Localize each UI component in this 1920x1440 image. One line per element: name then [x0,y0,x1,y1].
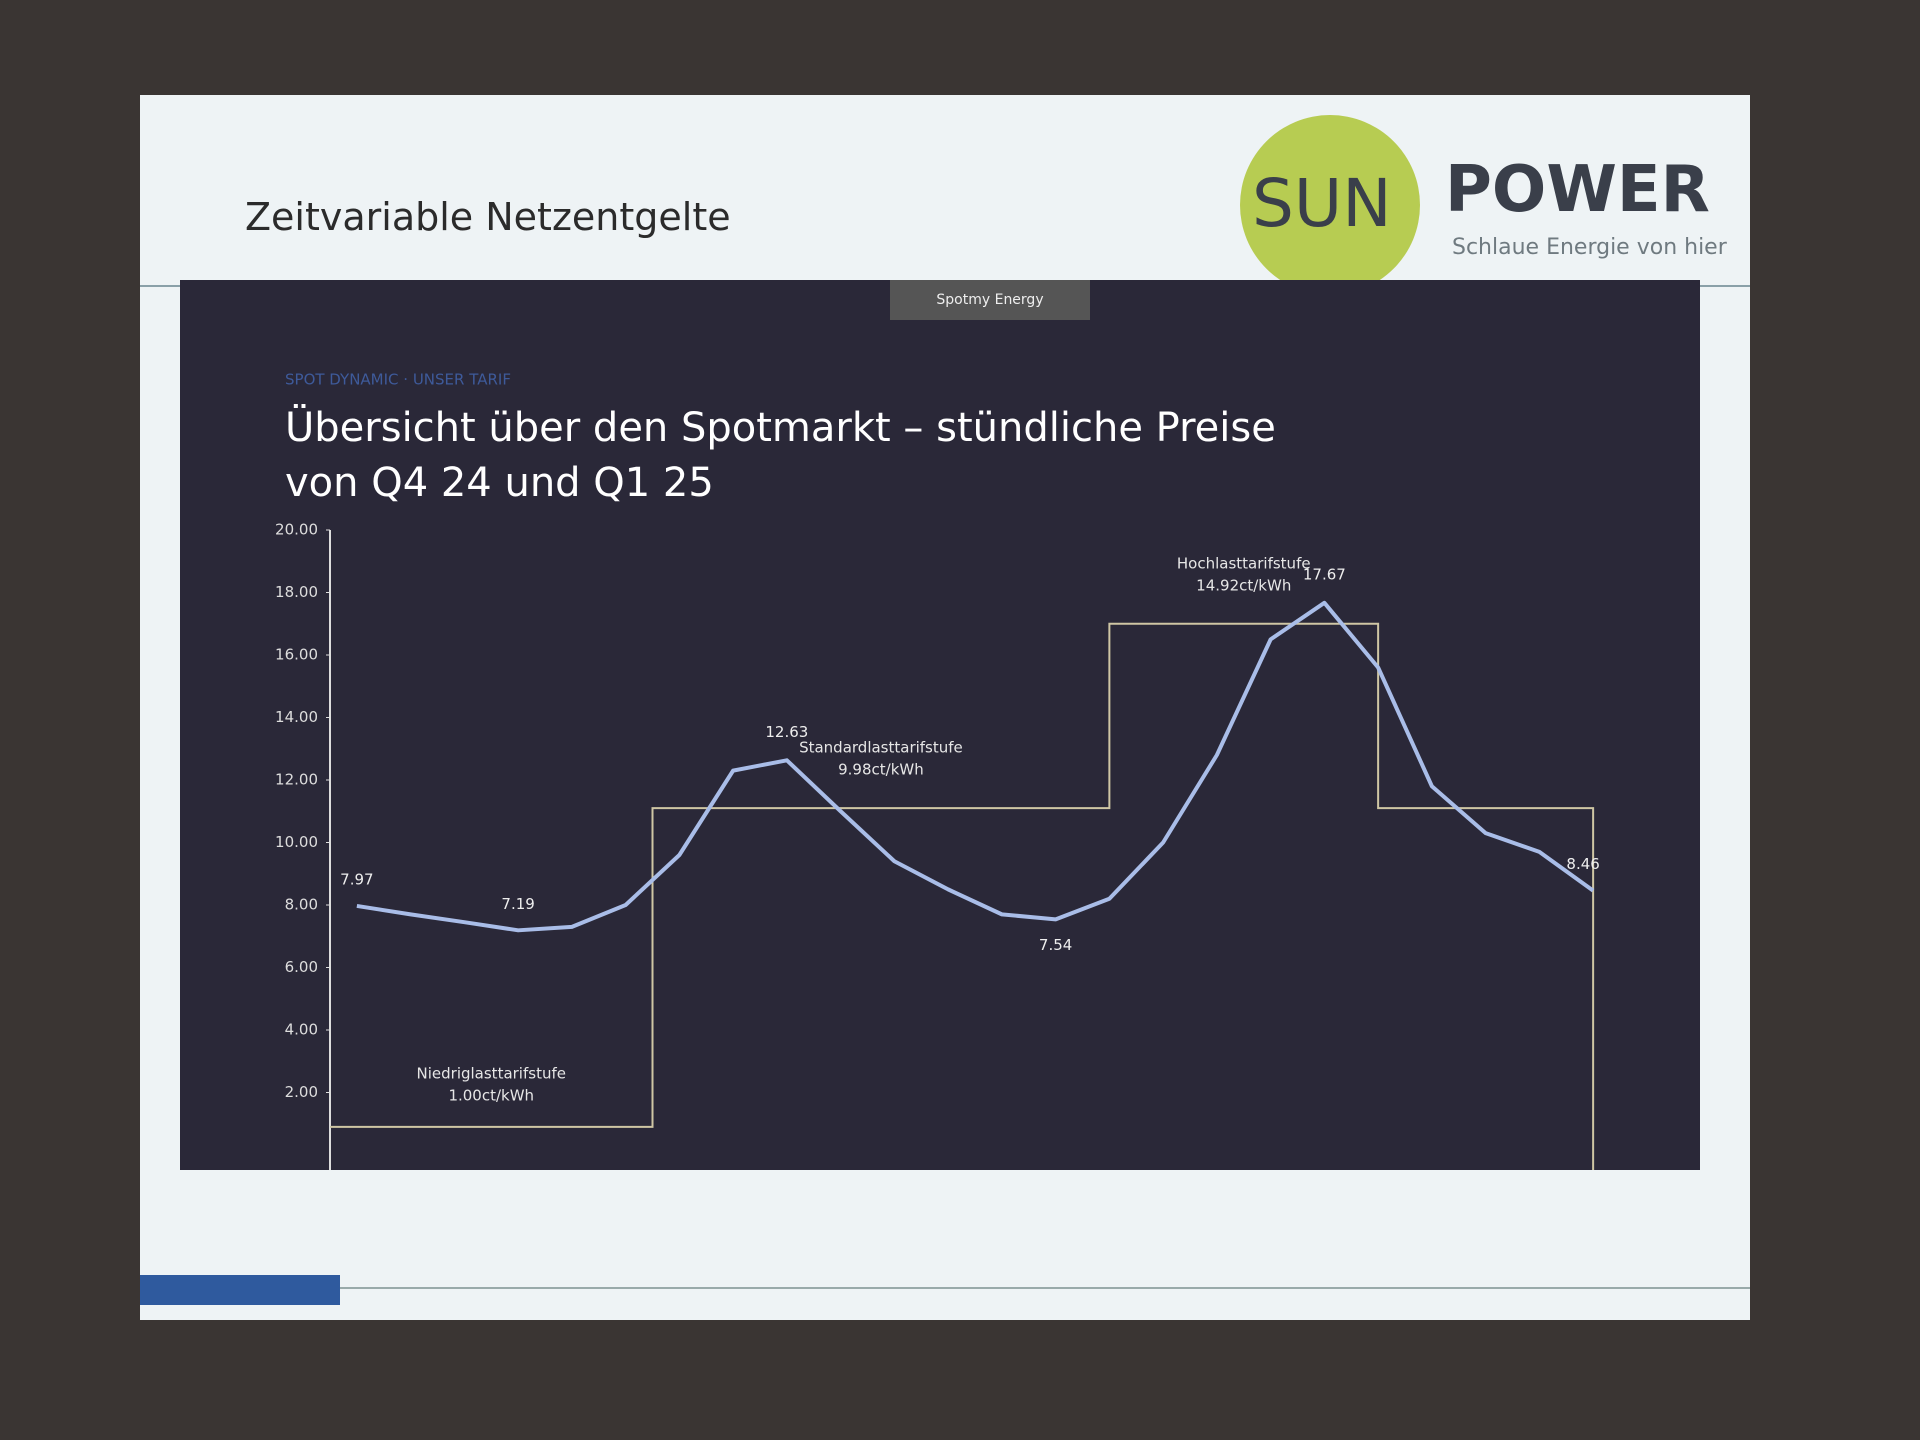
y-tick-label: 2.00 [285,1083,318,1101]
y-tick-label: 12.00 [275,771,318,789]
y-tick-label: 14.00 [275,708,318,726]
y-tick-label: 6.00 [285,958,318,976]
value-label: 7.97 [340,870,373,888]
tariff-label: Standardlasttarifstufe [799,739,963,757]
value-label: 12.63 [765,723,808,741]
chart-panel [180,280,1700,1170]
y-tick-label: 8.00 [285,896,318,914]
y-tick-label: 10.00 [275,833,318,851]
chart: Spotmy Energy SPOT DYNAMIC · UNSER TARIF… [180,280,1700,1170]
value-label: 7.19 [501,895,534,913]
y-tick-label: 20.00 [275,521,318,539]
tariff-label: Hochlasttarifstufe [1177,554,1311,572]
y-tick-label: 18.00 [275,583,318,601]
slide: Zeitvariable Netzentgelte SUN POWER Schl… [140,95,1750,1320]
tariff-step-line [330,622,1595,1170]
slide-title: Zeitvariable Netzentgelte [245,195,731,239]
footer-rule [340,1287,1750,1289]
video-tile [890,280,1090,320]
chart-title: Übersicht über den Spotmarkt – stündlich… [285,403,1276,451]
tariff-label: 9.98ct/kWh [838,761,924,779]
chart-kicker: SPOT DYNAMIC · UNSER TARIF [285,371,511,389]
value-label: 7.54 [1039,936,1072,954]
footer-bar [140,1275,340,1305]
value-label: 17.67 [1303,565,1346,583]
chart-subtitle: von Q4 24 und Q1 25 [285,460,714,506]
logo-circle [1240,115,1420,295]
price-line [356,600,1595,933]
tariff-label: 1.00ct/kWh [448,1086,534,1104]
video-label: Spotmy Energy [936,292,1043,308]
y-tick-label: 16.00 [275,646,318,664]
tariff-label: Niedriglasttarifstufe [417,1064,566,1082]
y-tick-label: 4.00 [285,1021,318,1039]
logo-sun: SUN [1252,165,1392,242]
value-label: 8.46 [1566,855,1599,873]
tagline: Schlaue Energie von hier [1452,235,1727,260]
tariff-label: 14.92ct/kWh [1196,576,1291,594]
logo-power: POWER [1445,153,1710,227]
